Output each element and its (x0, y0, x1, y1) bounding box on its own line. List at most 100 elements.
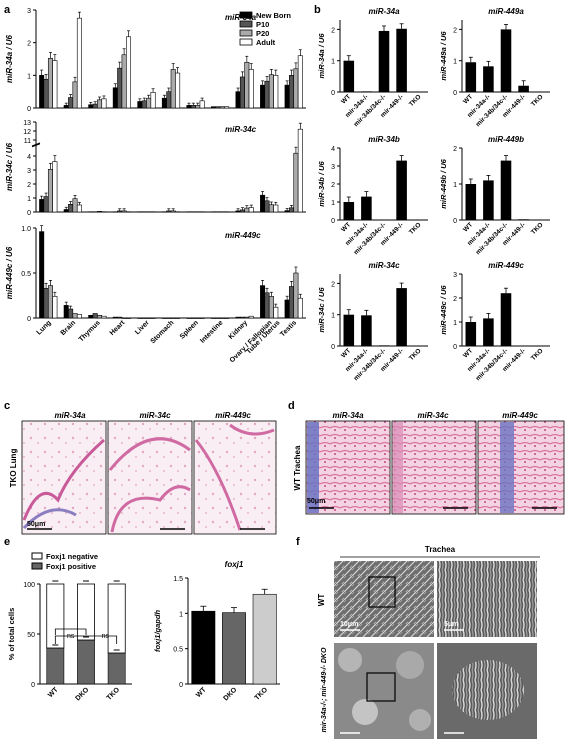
panel-c-image-2 (107, 420, 193, 535)
b-ytick-label-2-3: 3 (331, 164, 335, 171)
a-bar-2-6-2 (195, 317, 201, 319)
a-bar-1-0-3 (52, 161, 58, 213)
panel-f-header: Trachea (425, 545, 456, 554)
a-bar-0-4-2 (146, 97, 152, 109)
a-ytick-label-2-2: 1.0 (21, 226, 31, 233)
a-bar-2-7-1 (215, 317, 221, 319)
a-bar-2-6-0 (186, 317, 192, 319)
sem-scale-5um: 5μm (444, 621, 458, 628)
b-bar-5-2 (500, 293, 512, 346)
b-ytick-label-5-2: 2 (453, 296, 457, 303)
e-foxj1-ytick-label-2: 1 (179, 611, 183, 618)
b-xlabel-4-0: WT (340, 347, 352, 359)
a-bar-0-7-0 (210, 106, 216, 109)
b-ytick-label-0-2: 2 (331, 27, 335, 34)
b-bar-3-3 (518, 219, 529, 220)
e-stacked-bar-neg-1 (77, 583, 95, 641)
sem-wt-overview: 10μm (334, 561, 434, 637)
b-bar-0-0 (343, 60, 355, 92)
b-bar-3-0 (465, 184, 477, 220)
a-tissue-label-5: Stomach (150, 319, 176, 345)
e-ns-2: ns (102, 633, 110, 640)
e-foxj1-title: foxj1 (225, 560, 244, 569)
sem-dko-overview (334, 643, 434, 739)
e-legend-swatch-pos (31, 562, 43, 570)
b-ytick-label-0-0: 0 (331, 90, 335, 97)
b-ytick-label-2-0: 0 (331, 218, 335, 225)
e-foxj1-bar-0 (191, 610, 216, 685)
a-bar-2-8-1 (239, 316, 245, 319)
a-bar-2-6-1 (190, 317, 196, 319)
b-xlabel-0-4: TKO (408, 93, 423, 108)
b-bar-0-3 (396, 28, 407, 92)
a-bar-1-5-1 (166, 210, 172, 213)
b-bar-5-1 (483, 318, 494, 346)
a-bar-0-2-0 (88, 104, 94, 109)
a-bar-1-4-2 (146, 211, 152, 213)
a-bar-1-9-0 (260, 194, 266, 213)
b-ylabel-3: miR-449b / U6 (439, 158, 448, 208)
panel-label-e: e (4, 536, 10, 548)
a-bar-1-8-3 (248, 207, 254, 213)
b-xlabel-0-0: WT (340, 93, 352, 105)
b-xlabel-3-0: WT (462, 221, 474, 233)
a-bar-1-4-0 (137, 211, 143, 213)
a-bar-0-6-3 (199, 100, 205, 109)
a-bar-0-4-0 (137, 101, 143, 109)
panel-f-sem: Trachea WT mir-34a-/-; mir-449-/- DKO 10… (317, 545, 540, 739)
panel-c-title-3: miR-449c (215, 411, 251, 420)
a-tissue-label-1: Brain (60, 319, 78, 337)
a-ytick-label-0-2: 2 (27, 41, 31, 48)
b-xlabel-5-0: WT (462, 347, 474, 359)
a-bar-0-5-1 (166, 91, 172, 109)
a-bar-0-7-2 (219, 106, 225, 109)
b-ytick-label-5-1: 1 (453, 320, 457, 327)
a-bar-0-6-1 (190, 105, 196, 109)
a-ylabel-1: miR-34c / U6 (5, 142, 14, 191)
e-stacked-xlabel-1: DKO (74, 686, 90, 702)
panel-d-image-3 (477, 420, 565, 515)
b-bar-4-3 (396, 288, 407, 346)
a-bar-0-0-0 (39, 75, 45, 109)
b-bar-1-2 (500, 29, 512, 92)
e-foxj1-bar-2 (252, 593, 277, 685)
e-legend-label-pos: Foxj1 positive (46, 562, 96, 571)
a-bar-1-1-3 (76, 204, 82, 213)
a-tissue-label-6: Spleen (179, 319, 200, 340)
a-bar-1-3-3 (126, 211, 132, 213)
panel-d-image-1: 50μm (305, 420, 391, 515)
b-bar-2-3 (396, 160, 407, 220)
a-bar-1-3-2 (121, 210, 127, 213)
a-bar-1-4-3 (150, 211, 156, 213)
a-bar-2-4-1 (141, 317, 147, 319)
a-tissue-label-9: Ovary / Fallopian (229, 319, 274, 364)
a-bar-0-10-0 (284, 84, 290, 109)
a-bar-1-5-0 (161, 211, 167, 213)
b-xlabel-2-0: WT (340, 221, 352, 233)
b-xlabel-1-0: WT (462, 93, 474, 105)
a-bar-2-3-3 (126, 317, 132, 319)
a-ytick-label-2-1: 0.5 (21, 271, 31, 278)
a-bar-1-7-3 (224, 211, 230, 213)
e-foxj1-ylabel: foxj1/gapdh (153, 610, 162, 653)
a-bar-2-10-0 (284, 299, 290, 319)
e-stacked-ytick-label-1: 50 (27, 632, 35, 639)
b-bar-4-0 (343, 314, 355, 346)
e-stacked-bar-pos-0 (46, 647, 65, 685)
b-ytick-label-1-2: 2 (453, 27, 457, 34)
b-bar-3-4 (535, 220, 547, 221)
b-ytick-label-3-1: 1 (453, 182, 457, 189)
a-bar-2-2-2 (97, 314, 103, 319)
panel-d-scale-bar: 50μm (307, 498, 325, 505)
a-bar-1-7-1 (215, 211, 221, 213)
e-stacked-ylabel: % of total cells (7, 608, 16, 661)
b-ytick-label-5-0: 0 (453, 344, 457, 351)
b-title-4: miR-34c (368, 261, 400, 270)
a-bar-0-0-3 (52, 60, 58, 109)
b-ytick-label-4-2: 2 (331, 281, 335, 288)
a-tissue-label-2: Thymus (78, 319, 102, 343)
a-bar-2-10-1 (289, 286, 295, 319)
a-bar-2-5-0 (161, 317, 167, 319)
